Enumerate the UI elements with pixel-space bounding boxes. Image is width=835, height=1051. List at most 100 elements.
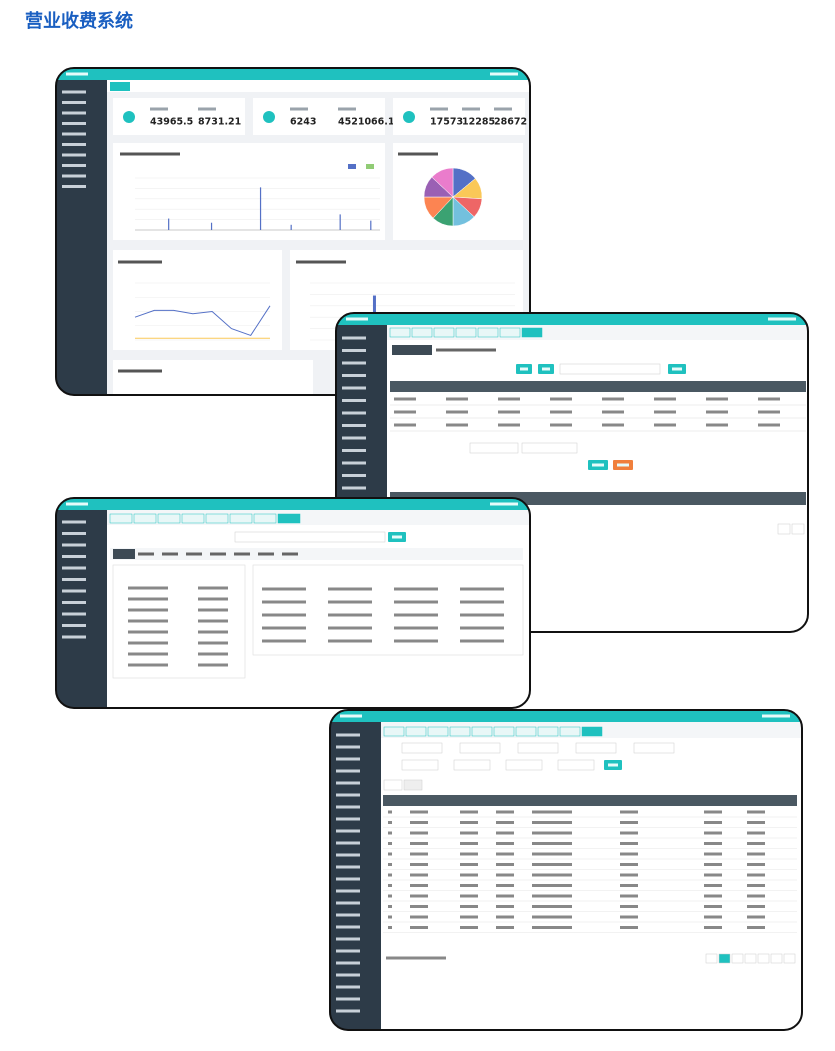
input bbox=[633, 742, 675, 754]
text-placeholder bbox=[328, 626, 372, 630]
tab bbox=[515, 726, 537, 737]
text-placeholder bbox=[336, 781, 360, 785]
text-placeholder bbox=[542, 367, 550, 371]
text-placeholder bbox=[388, 810, 392, 814]
input bbox=[453, 759, 491, 771]
text-placeholder bbox=[394, 423, 416, 427]
text-placeholder bbox=[262, 639, 306, 643]
text-placeholder bbox=[290, 107, 308, 111]
text-placeholder bbox=[410, 915, 428, 919]
page-title: 营业收费系统 bbox=[25, 10, 133, 32]
text-placeholder bbox=[602, 410, 624, 414]
text-placeholder bbox=[262, 600, 306, 604]
text-placeholder bbox=[388, 905, 392, 908]
text-placeholder bbox=[410, 905, 428, 908]
text-placeholder bbox=[388, 863, 392, 866]
text-placeholder bbox=[198, 107, 216, 111]
text-placeholder bbox=[460, 894, 478, 898]
text-placeholder bbox=[410, 852, 428, 856]
tab bbox=[157, 513, 181, 524]
text-placeholder bbox=[704, 842, 722, 845]
text-placeholder bbox=[620, 842, 638, 845]
text-placeholder bbox=[328, 639, 372, 643]
text-placeholder bbox=[532, 915, 572, 919]
text-placeholder bbox=[262, 587, 306, 591]
text-placeholder bbox=[532, 884, 572, 887]
text-placeholder bbox=[388, 926, 392, 929]
text-placeholder bbox=[747, 821, 765, 824]
text-placeholder bbox=[336, 817, 360, 821]
text-placeholder bbox=[532, 873, 572, 877]
text-placeholder bbox=[747, 842, 765, 845]
text-placeholder bbox=[62, 635, 86, 639]
screen bbox=[56, 498, 530, 708]
tab bbox=[110, 82, 130, 91]
input bbox=[559, 363, 661, 375]
tab bbox=[471, 726, 493, 737]
text-placeholder bbox=[342, 349, 366, 352]
text-placeholder bbox=[342, 336, 366, 340]
tab bbox=[109, 513, 133, 524]
bar bbox=[370, 220, 372, 230]
text-placeholder bbox=[128, 652, 168, 656]
text-placeholder bbox=[706, 397, 728, 401]
text-placeholder bbox=[336, 865, 360, 869]
tab bbox=[277, 513, 301, 524]
text-placeholder bbox=[520, 367, 528, 371]
tab bbox=[427, 726, 449, 737]
text-placeholder bbox=[620, 810, 638, 814]
text-placeholder bbox=[410, 863, 428, 866]
text-placeholder bbox=[342, 374, 366, 377]
text-placeholder bbox=[336, 1009, 360, 1013]
text-placeholder bbox=[336, 841, 360, 845]
panel bbox=[113, 143, 385, 240]
text-placeholder bbox=[258, 552, 274, 556]
top-bar bbox=[56, 498, 530, 510]
pie-slice bbox=[431, 167, 454, 198]
text-placeholder bbox=[620, 884, 638, 887]
text-placeholder bbox=[342, 361, 366, 365]
text-placeholder bbox=[747, 873, 765, 877]
text-placeholder bbox=[620, 926, 638, 929]
text-placeholder bbox=[62, 132, 86, 136]
text-placeholder bbox=[198, 641, 228, 645]
text-placeholder bbox=[532, 894, 572, 898]
text-placeholder bbox=[392, 535, 402, 539]
text-placeholder bbox=[328, 613, 372, 617]
text-placeholder bbox=[410, 821, 428, 824]
text-placeholder bbox=[532, 831, 572, 835]
text-placeholder bbox=[620, 821, 638, 824]
text-placeholder bbox=[66, 72, 88, 76]
screen: 43965.5 8731.21 6243 4521066.16 175731228528… bbox=[56, 68, 530, 395]
line-series bbox=[134, 305, 271, 337]
text-placeholder bbox=[496, 821, 514, 824]
tab bbox=[405, 726, 427, 737]
text-placeholder bbox=[654, 410, 676, 414]
input bbox=[575, 742, 617, 754]
text-placeholder bbox=[460, 626, 504, 630]
text-placeholder bbox=[654, 423, 676, 427]
text-placeholder bbox=[602, 397, 624, 401]
text-placeholder bbox=[62, 153, 86, 157]
text-placeholder bbox=[62, 601, 86, 604]
page-button bbox=[705, 953, 718, 964]
input bbox=[521, 442, 578, 454]
text-placeholder bbox=[336, 733, 360, 737]
text-placeholder bbox=[150, 107, 168, 111]
text-placeholder bbox=[496, 884, 514, 887]
subtab bbox=[403, 779, 423, 791]
stat-card bbox=[393, 98, 525, 135]
tab-strip bbox=[107, 80, 530, 92]
screen-bg bbox=[330, 710, 802, 1030]
text-placeholder bbox=[128, 619, 168, 623]
text-placeholder bbox=[62, 90, 86, 94]
text-placeholder bbox=[336, 913, 360, 917]
text-placeholder bbox=[490, 502, 518, 506]
text-placeholder bbox=[342, 461, 366, 465]
text-placeholder bbox=[762, 714, 790, 718]
text-placeholder bbox=[496, 873, 514, 877]
text-placeholder bbox=[162, 552, 178, 556]
text-placeholder bbox=[747, 810, 765, 814]
text-placeholder bbox=[608, 763, 618, 767]
text-placeholder bbox=[494, 107, 512, 111]
